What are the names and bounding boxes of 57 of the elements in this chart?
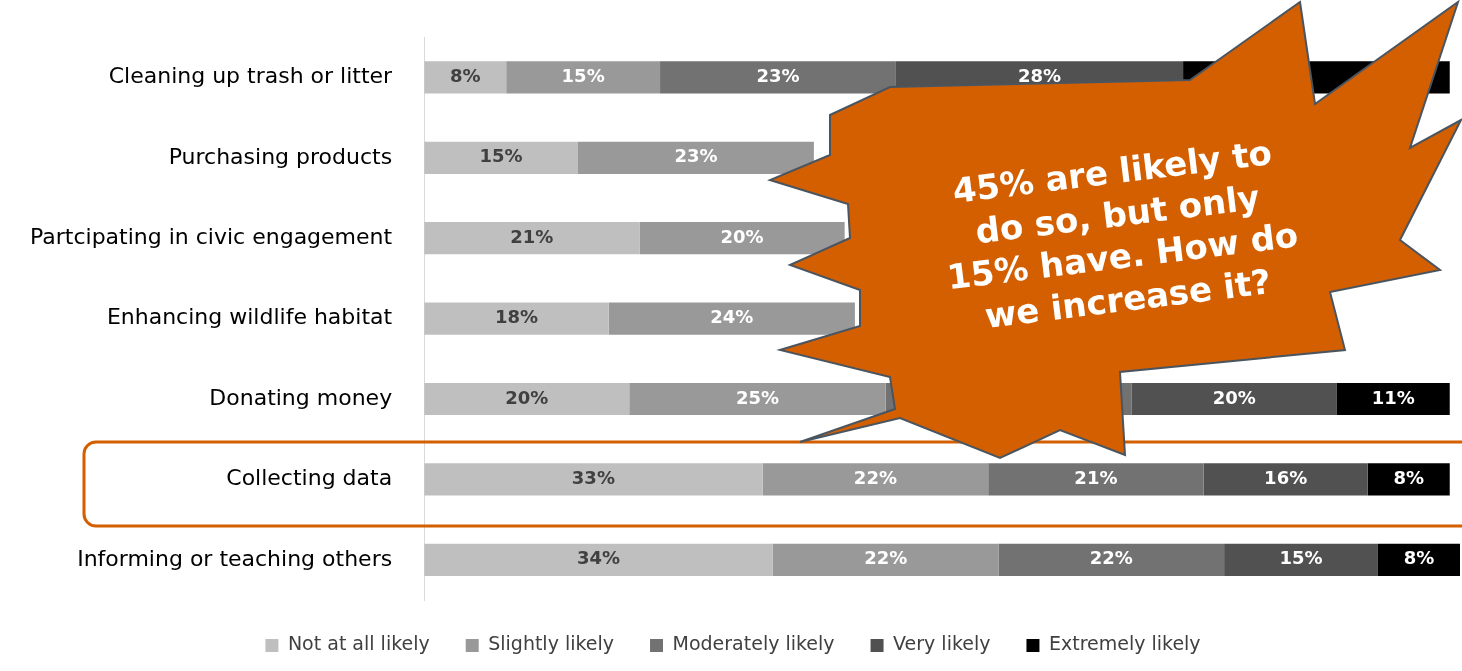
data-label: 21% — [1074, 467, 1118, 489]
bar — [424, 543, 773, 576]
bar — [578, 141, 814, 174]
bar — [506, 61, 661, 94]
bar — [1224, 543, 1378, 576]
data-label: 34% — [576, 547, 621, 569]
data-label: 28% — [1017, 65, 1062, 87]
bar — [998, 543, 1225, 576]
data-label: 8% — [449, 65, 481, 87]
y-tick-label: Donating money — [209, 384, 393, 410]
legend-label: Slightly likely — [488, 632, 615, 655]
data-label: 8% — [1403, 547, 1435, 569]
data-label: 22% — [864, 547, 908, 569]
bar — [424, 141, 578, 174]
data-label: 21% — [510, 225, 554, 247]
y-tick-label: Partcipating in civic engagement — [29, 223, 393, 249]
bar — [988, 463, 1204, 496]
data-label: 18% — [494, 306, 539, 328]
data-label: 15% — [561, 65, 605, 87]
legend-label: Very likely — [893, 632, 991, 655]
bar — [639, 222, 845, 255]
data-label: 22% — [1089, 547, 1133, 569]
legend-label: Not at all likely — [287, 632, 430, 655]
y-tick-label: Enhancing wildlife habitat — [106, 304, 393, 330]
data-label: 20% — [505, 386, 549, 408]
bar — [772, 543, 999, 576]
annotation: 45% are likely to do so, but only 15% have. How do we increase it? — [943, 131, 1302, 338]
y-tick-label: Informing or teaching others — [77, 545, 393, 571]
legend-label: Moderately likely — [672, 632, 835, 655]
bar — [424, 382, 630, 416]
data-label: 20% — [720, 225, 764, 247]
legend-label: Extremely likely — [1048, 632, 1201, 655]
bar — [629, 382, 886, 416]
data-label: 8% — [1393, 467, 1424, 489]
data-label: 22% — [853, 467, 897, 489]
bar — [424, 302, 609, 335]
data-label: 33% — [571, 467, 615, 489]
bar — [1203, 463, 1368, 496]
data-label: 15% — [1279, 547, 1323, 569]
y-tick-label: Purchasing products — [168, 143, 393, 169]
y-tick-label: Cleaning up trash or litter — [108, 63, 394, 89]
bar — [424, 222, 640, 255]
data-label: 23% — [756, 65, 800, 87]
bar — [608, 302, 855, 335]
data-label: 11% — [1371, 386, 1415, 408]
bar — [424, 463, 763, 496]
data-label: 24% — [710, 306, 754, 328]
data-label: 15% — [479, 145, 523, 167]
data-label: 16% — [1264, 467, 1308, 489]
data-label: 25% — [735, 386, 780, 408]
bar — [660, 61, 896, 94]
bar — [1336, 382, 1450, 416]
bar — [762, 463, 989, 496]
bar — [1131, 382, 1337, 416]
y-tick-label: Collecting data — [226, 465, 393, 491]
data-label: 20% — [1212, 386, 1256, 408]
data-label: 23% — [674, 145, 718, 167]
